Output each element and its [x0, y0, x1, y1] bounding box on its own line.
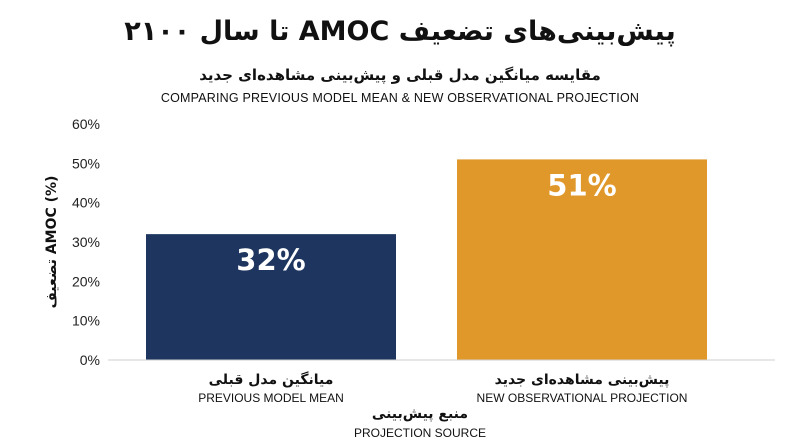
y-tick-label: 0%: [80, 352, 100, 368]
bars: 32% 51%: [146, 159, 707, 360]
bar-value-label: 32%: [236, 243, 305, 277]
chart-title: پیش‌بینی‌های تضعیف AMOC تا سال ۲۱۰۰: [124, 16, 676, 47]
bar: [457, 159, 707, 360]
bar-value-label: 51%: [547, 168, 616, 202]
y-tick-label: 40%: [72, 195, 100, 211]
y-tick-label: 30%: [72, 234, 100, 250]
chart-subtitle-persian: مقایسه میانگین مدل قبلی و پیش‌بینی مشاهد…: [199, 66, 601, 84]
y-axis-label: تضعیف AMOC (%): [44, 176, 60, 309]
x-category-label-english: PREVIOUS MODEL MEAN: [198, 391, 344, 405]
y-axis: 0% 10% 20% 30% 40% 50% 60%: [72, 116, 100, 368]
x-category-label-persian: پیش‌بینی مشاهده‌ای جدید: [495, 372, 670, 388]
bar: [146, 234, 396, 360]
y-tick-label: 20%: [72, 273, 100, 289]
y-tick-label: 10%: [72, 313, 100, 329]
x-axis-label-english: PROJECTION SOURCE: [353, 426, 486, 440]
x-axis-label-persian: منبع پیش‌بینی: [371, 406, 469, 422]
x-category-label-persian: میانگین مدل قبلی: [209, 371, 334, 388]
y-tick-label: 60%: [72, 116, 100, 132]
y-tick-label: 50%: [72, 155, 100, 171]
x-category-label-english: NEW OBSERVATIONAL PROJECTION: [477, 391, 688, 405]
chart-subtitle-english: COMPARING PREVIOUS MODEL MEAN & NEW OBSE…: [160, 91, 640, 105]
x-axis-categories: میانگین مدل قبلی PREVIOUS MODEL MEAN پیش‌ب…: [198, 371, 687, 405]
